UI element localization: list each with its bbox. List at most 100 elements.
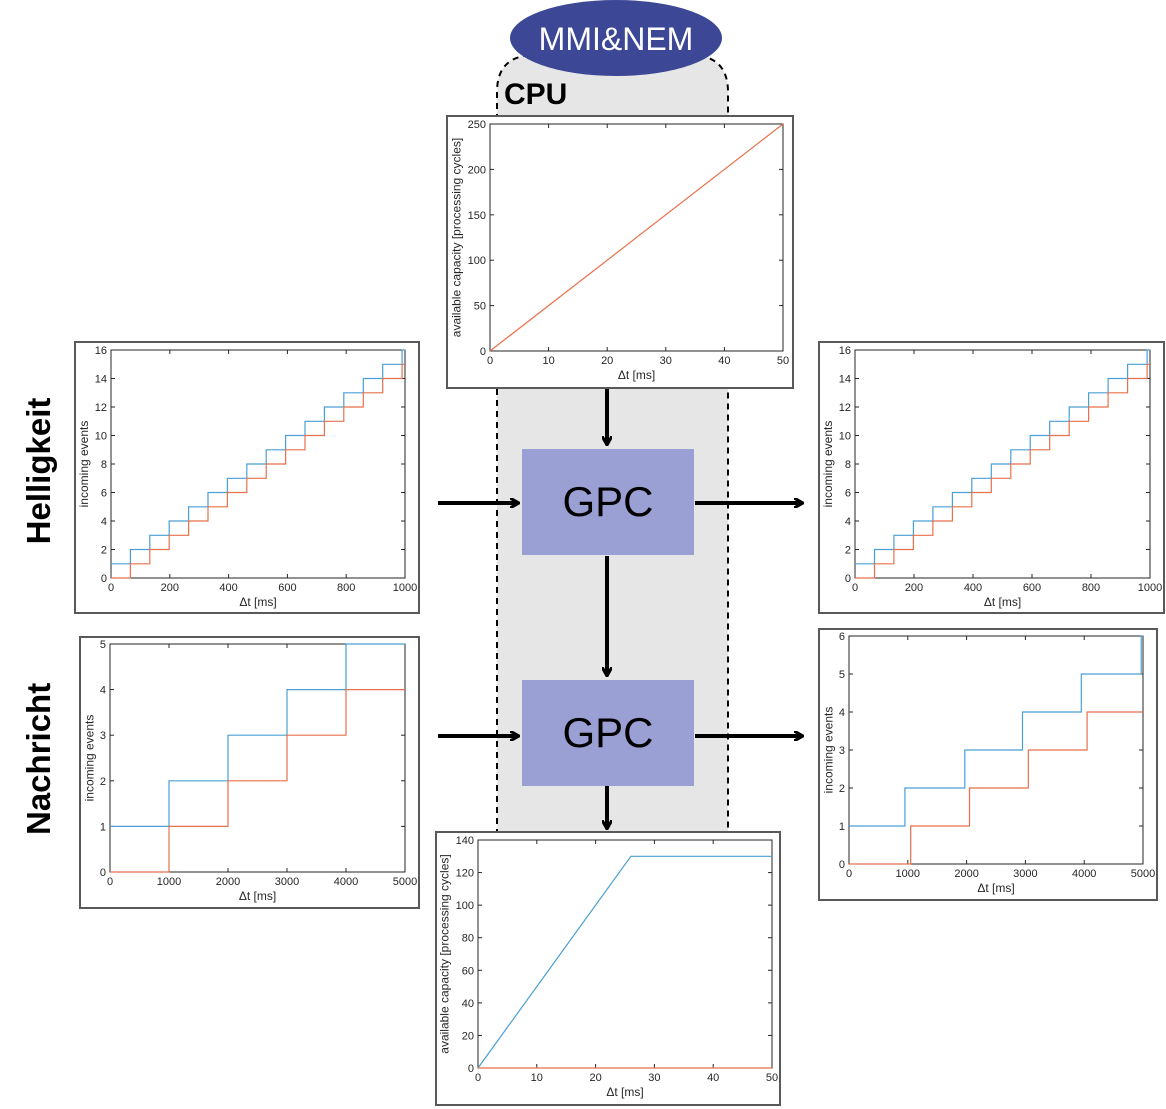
y-axis-label: incoming events	[822, 707, 836, 794]
y-tick-label: 10	[839, 431, 851, 443]
y-tick-label: 3	[100, 730, 106, 742]
y-tick-label: 0	[100, 867, 106, 879]
y-tick-label: 5	[839, 669, 845, 681]
x-tick-label: 200	[905, 582, 923, 594]
y-tick-label: 4	[845, 516, 851, 528]
x-tick-label: 600	[278, 582, 296, 594]
y-tick-label: 150	[468, 210, 486, 222]
x-tick-label: 10	[542, 355, 554, 367]
helligkeit-out-panel: 0 200 400 600 800 1000 0 2 4 6 8 10 12 14 16 Δt [ms] inc…	[818, 341, 1165, 614]
series-line-0	[477, 855, 772, 1069]
y-tick-label: 4	[100, 685, 106, 697]
y-tick-label: 16	[839, 345, 851, 357]
x-tick-label: 10	[531, 1072, 543, 1084]
x-tick-label: 40	[718, 355, 730, 367]
y-tick-label: 10	[95, 431, 107, 443]
remaining-capacity-panel: 0 10 20 30 40 50 0 20 40 60 80 100 120 140 Δt [ms] avai…	[435, 831, 781, 1106]
y-tick-label: 2	[100, 776, 106, 788]
x-tick-label: 400	[964, 582, 982, 594]
y-tick-label: 0	[480, 346, 486, 358]
mmi-nem-ellipse	[510, 0, 722, 76]
x-tick-label: 3000	[275, 876, 299, 888]
series-line-1	[110, 689, 405, 873]
y-axis-label: incoming events	[77, 421, 91, 508]
y-tick-label: 12	[839, 402, 851, 414]
x-tick-label: 0	[107, 876, 113, 888]
cpu-label: CPU	[504, 78, 568, 111]
x-tick-label: 2000	[216, 876, 240, 888]
x-tick-label: 2000	[954, 868, 978, 880]
x-tick-label: 600	[1023, 582, 1041, 594]
series-line-0	[855, 349, 1150, 565]
x-axis-label: Δt [ms]	[618, 368, 655, 382]
y-tick-label: 14	[95, 374, 107, 386]
y-tick-label: 100	[456, 900, 474, 912]
y-tick-label: 60	[462, 965, 474, 977]
cpu-capacity-chart: 0 10 20 30 40 50 0 50 100 150 200 250 Δt [ms] availab…	[450, 119, 790, 382]
x-tick-label: 50	[777, 355, 789, 367]
y-tick-label: 0	[468, 1063, 474, 1075]
y-tick-label: 120	[456, 868, 474, 880]
x-tick-label: 400	[219, 582, 237, 594]
y-tick-label: 6	[839, 631, 845, 643]
y-tick-label: 250	[468, 119, 486, 131]
x-axis-label: Δt [ms]	[239, 595, 276, 609]
x-tick-label: 3000	[1013, 868, 1037, 880]
nachricht-in-chart: 0 1000 2000 3000 4000 5000 0 1 2 3 4 5 Δt [ms] incomi…	[83, 639, 418, 903]
y-tick-label: 2	[845, 545, 851, 557]
x-tick-label: 0	[852, 582, 858, 594]
x-tick-label: 20	[589, 1072, 601, 1084]
series-line-1	[849, 711, 1143, 865]
nachricht-out-panel: 0 1000 2000 3000 4000 5000 0 1 2 3 4 5 6 Δt [ms] incom…	[818, 628, 1158, 901]
series-line-0	[111, 349, 405, 565]
y-tick-label: 8	[845, 459, 851, 471]
gpc-bottom-block: GPC	[522, 680, 694, 786]
y-tick-label: 20	[462, 1030, 474, 1042]
y-tick-label: 40	[462, 998, 474, 1010]
y-tick-label: 2	[101, 545, 107, 557]
x-tick-label: 40	[707, 1072, 719, 1084]
x-tick-label: 30	[648, 1072, 660, 1084]
nachricht-out-chart: 0 1000 2000 3000 4000 5000 0 1 2 3 4 5 6 Δt [ms] incom…	[822, 631, 1156, 895]
series-line-1	[111, 363, 405, 579]
x-tick-label: 1000	[1138, 582, 1162, 594]
plot-area	[109, 643, 406, 873]
y-axis-label: available capacity [processing cycles]	[450, 138, 464, 337]
y-tick-label: 200	[468, 164, 486, 176]
y-tick-label: 4	[101, 516, 107, 528]
mmi-nem-label: MMI&NEM	[539, 21, 694, 57]
y-tick-label: 100	[468, 255, 486, 267]
x-axis-label: Δt [ms]	[239, 889, 276, 903]
x-tick-label: 50	[766, 1072, 778, 1084]
y-axis-label: incoming events	[821, 421, 835, 508]
y-tick-label: 2	[839, 783, 845, 795]
x-tick-label: 1000	[157, 876, 181, 888]
series-line-0	[110, 643, 405, 827]
y-axis-label: incoming events	[83, 715, 97, 802]
remaining-capacity-chart: 0 10 20 30 40 50 0 20 40 60 80 100 120 140 Δt [ms] avai…	[438, 835, 779, 1099]
y-tick-label: 3	[839, 745, 845, 757]
nachricht-label: Nachricht	[20, 682, 57, 835]
x-tick-label: 0	[846, 868, 852, 880]
x-tick-label: 30	[660, 355, 672, 367]
nachricht-in-panel: 0 1000 2000 3000 4000 5000 0 1 2 3 4 5 Δt [ms] incomi…	[79, 636, 420, 909]
y-tick-label: 0	[845, 573, 851, 585]
y-tick-label: 12	[95, 402, 107, 414]
x-tick-label: 4000	[1072, 868, 1096, 880]
x-tick-label: 1000	[896, 868, 920, 880]
x-axis-label: Δt [ms]	[977, 881, 1014, 895]
y-axis-label: available capacity [processing cycles]	[438, 854, 452, 1053]
x-tick-label: 200	[161, 582, 179, 594]
y-tick-label: 6	[101, 488, 107, 500]
y-tick-label: 14	[839, 374, 851, 386]
series-line-1	[855, 363, 1150, 579]
y-tick-label: 16	[95, 345, 107, 357]
x-tick-label: 0	[487, 355, 493, 367]
x-tick-label: 0	[475, 1072, 481, 1084]
series-line-0	[849, 635, 1143, 827]
x-tick-label: 4000	[334, 876, 358, 888]
y-tick-label: 5	[100, 639, 106, 651]
x-tick-label: 800	[1082, 582, 1100, 594]
x-tick-label: 800	[337, 582, 355, 594]
